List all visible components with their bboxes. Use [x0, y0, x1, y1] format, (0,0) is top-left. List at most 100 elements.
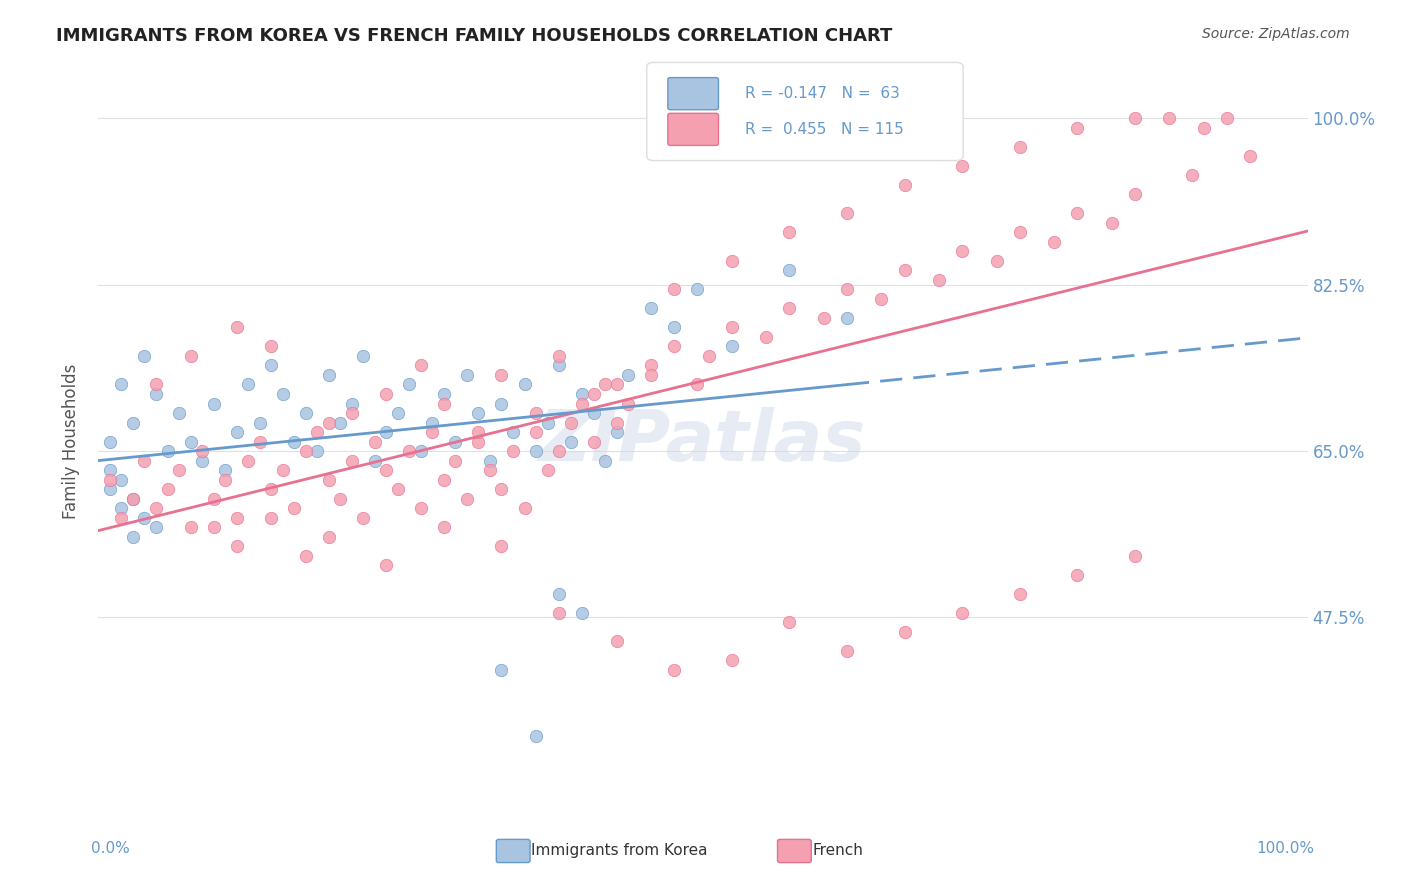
Point [340, 406, 363, 420]
Point [167, 406, 190, 420]
Text: Source: ZipAtlas.com: Source: ZipAtlas.com [1202, 27, 1350, 41]
Point [720, 254, 742, 268]
Point [835, 643, 858, 657]
Point [409, 444, 432, 458]
Point [640, 368, 662, 382]
Point [318, 530, 340, 544]
Point [156, 482, 179, 496]
Point [548, 349, 571, 363]
Point [398, 444, 420, 458]
Point [122, 491, 145, 506]
Point [502, 444, 524, 458]
Point [422, 425, 444, 439]
Point [720, 653, 742, 667]
Text: ZIPatlas: ZIPatlas [540, 407, 866, 476]
Point [409, 501, 432, 516]
Point [1216, 112, 1239, 126]
Point [260, 339, 283, 353]
Point [145, 520, 167, 534]
Point [318, 473, 340, 487]
Point [502, 425, 524, 439]
Point [835, 282, 858, 296]
Point [536, 463, 558, 477]
Point [294, 549, 316, 563]
Text: IMMIGRANTS FROM KOREA VS FRENCH FAMILY HOUSEHOLDS CORRELATION CHART: IMMIGRANTS FROM KOREA VS FRENCH FAMILY H… [56, 27, 893, 45]
Point [560, 434, 582, 449]
Point [180, 434, 202, 449]
Point [318, 416, 340, 430]
Point [560, 416, 582, 430]
Point [893, 178, 915, 192]
Point [1066, 206, 1088, 220]
Point [582, 434, 605, 449]
Point [329, 416, 352, 430]
Point [513, 501, 536, 516]
Point [1239, 149, 1261, 163]
Point [433, 387, 456, 401]
Point [835, 310, 858, 325]
Point [478, 463, 501, 477]
Point [928, 273, 950, 287]
Point [617, 396, 640, 410]
Point [1123, 549, 1146, 563]
Point [444, 453, 467, 467]
Point [1123, 112, 1146, 126]
Point [778, 263, 800, 277]
Point [398, 377, 420, 392]
Point [202, 396, 225, 410]
Point [375, 558, 398, 573]
Point [387, 406, 409, 420]
Point [214, 473, 236, 487]
Point [893, 263, 915, 277]
Point [225, 510, 247, 524]
Point [536, 416, 558, 430]
Point [686, 282, 709, 296]
Point [950, 606, 973, 620]
Point [98, 482, 121, 496]
Point [664, 663, 686, 677]
Point [1159, 112, 1181, 126]
Point [110, 510, 132, 524]
Point [467, 406, 489, 420]
Point [571, 606, 593, 620]
Point [1123, 187, 1146, 202]
Point [156, 444, 179, 458]
Point [225, 425, 247, 439]
Point [180, 349, 202, 363]
Point [110, 473, 132, 487]
Text: 100.0%: 100.0% [1257, 841, 1315, 856]
Point [1181, 169, 1204, 183]
Point [422, 416, 444, 430]
Point [191, 453, 214, 467]
Point [548, 606, 571, 620]
Text: Immigrants from Korea: Immigrants from Korea [531, 843, 709, 857]
Point [582, 406, 605, 420]
Point [1192, 120, 1215, 135]
Point [364, 434, 387, 449]
Point [122, 416, 145, 430]
Point [986, 254, 1008, 268]
Point [686, 377, 709, 392]
Point [491, 663, 513, 677]
Point [249, 416, 271, 430]
Point [467, 434, 489, 449]
Point [433, 473, 456, 487]
Point [329, 491, 352, 506]
Point [778, 615, 800, 630]
Point [236, 377, 259, 392]
Point [524, 444, 547, 458]
Point [98, 473, 121, 487]
Point [491, 482, 513, 496]
Point [145, 501, 167, 516]
Point [755, 330, 778, 344]
Point [202, 520, 225, 534]
Point [1066, 567, 1088, 582]
Point [524, 729, 547, 743]
Point [548, 359, 571, 373]
Point [340, 396, 363, 410]
Point [950, 244, 973, 259]
Point [236, 453, 259, 467]
Point [283, 501, 305, 516]
Point [720, 320, 742, 334]
Point [664, 282, 686, 296]
